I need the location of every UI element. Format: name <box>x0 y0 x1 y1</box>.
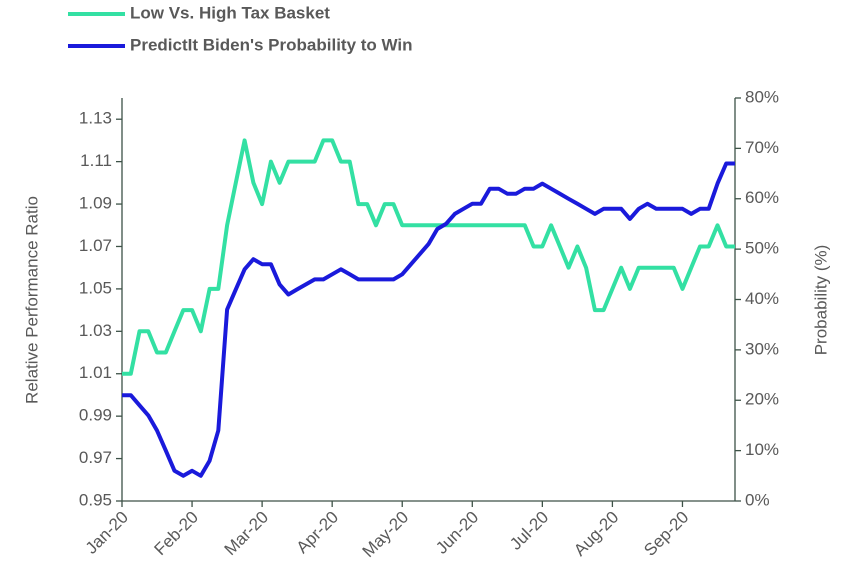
legend-label: PredictIt Biden's Probability to Win <box>130 35 413 54</box>
y-tick-label: 0.95 <box>79 490 112 509</box>
x-tick-label: Aug-20 <box>570 508 622 560</box>
y-tick-label: 1.05 <box>79 278 112 297</box>
y2-axis-title: Probability (%) <box>811 245 830 356</box>
x-tick-label: Jan-20 <box>82 508 132 558</box>
y-tick-label: 1.09 <box>79 194 112 213</box>
y2-tick-label: 50% <box>745 239 779 258</box>
x-tick-label: Mar-20 <box>221 508 273 560</box>
series-line <box>122 161 735 478</box>
y-tick-label: 1.11 <box>80 151 112 170</box>
y-tick-label: 1.07 <box>79 236 112 255</box>
x-tick-label: Jul-20 <box>506 508 552 554</box>
y2-tick-label: 60% <box>745 188 779 207</box>
y2-tick-label: 30% <box>745 339 779 358</box>
x-tick-label: Sep-20 <box>640 508 692 560</box>
x-tick-label: Jun-20 <box>432 508 482 558</box>
y2-tick-label: 70% <box>745 138 779 157</box>
x-tick-label: May-20 <box>359 508 413 562</box>
y2-tick-label: 40% <box>745 289 779 308</box>
y2-tick-label: 20% <box>745 390 779 409</box>
y2-tick-label: 80% <box>745 87 779 106</box>
y-tick-label: 1.01 <box>79 363 112 382</box>
x-tick-label: Apr-20 <box>293 508 343 558</box>
x-tick-label: Feb-20 <box>151 508 203 560</box>
y-tick-label: 0.97 <box>79 448 112 467</box>
legend-label: Low Vs. High Tax Basket <box>130 3 330 22</box>
series-line <box>122 138 735 376</box>
y-tick-label: 1.03 <box>79 321 112 340</box>
y-tick-label: 0.99 <box>79 406 112 425</box>
y2-tick-label: 10% <box>745 440 779 459</box>
y-axis-title: Relative Performance Ratio <box>22 196 41 404</box>
y-tick-label: 1.13 <box>79 109 112 128</box>
y2-tick-label: 0% <box>745 490 770 509</box>
